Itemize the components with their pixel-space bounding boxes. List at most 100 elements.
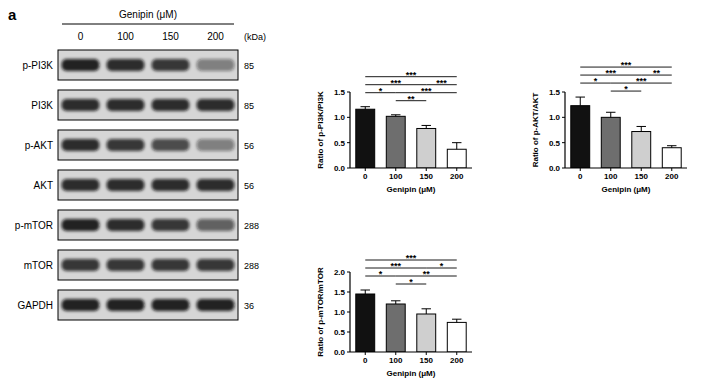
- error-line: [426, 309, 427, 314]
- band: [107, 179, 145, 191]
- y-axis: [349, 92, 350, 168]
- y-tick-label: 0.5: [334, 139, 346, 148]
- y-axis-label: Ratio of p-PI3K/PI3K: [316, 91, 325, 169]
- error-bar: [452, 143, 461, 150]
- kda-label: 85: [244, 61, 254, 71]
- significance-label: ***: [390, 261, 401, 271]
- error-bar: [576, 97, 585, 106]
- panel-label: a: [8, 6, 17, 23]
- lane-label: 150: [162, 31, 179, 42]
- y-tick: [562, 142, 565, 143]
- bar: [447, 149, 466, 168]
- significance-label: **: [423, 269, 431, 279]
- bar: [417, 128, 436, 168]
- band: [152, 59, 190, 71]
- y-tick: [347, 292, 350, 293]
- blot-strip: [58, 250, 238, 280]
- band: [107, 139, 145, 151]
- error-bar: [452, 319, 461, 322]
- error-bar: [361, 107, 370, 110]
- y-tick-label: 0.5: [334, 328, 346, 337]
- x-axis: [350, 351, 472, 352]
- y-tick: [347, 168, 350, 169]
- band: [197, 259, 235, 271]
- band: [152, 299, 190, 311]
- x-tick: [426, 352, 427, 355]
- x-tick: [580, 168, 581, 171]
- y-tick: [347, 332, 350, 333]
- significance-label: ***: [436, 78, 447, 88]
- significance-label: **: [653, 68, 661, 78]
- error-line: [580, 97, 581, 106]
- treatment-line: [62, 24, 234, 25]
- blot: Genipin (μM)0100150200(kDa)p-PI3K85PI3K8…: [15, 9, 266, 320]
- band: [152, 259, 190, 271]
- significance-label: *: [440, 261, 444, 271]
- y-axis-label: Ratio of p-AKT/AKT: [531, 93, 540, 168]
- x-tick-label: 100: [389, 172, 403, 181]
- blot-strip: [58, 130, 238, 160]
- error-cap: [361, 290, 370, 291]
- x-tick: [610, 168, 611, 171]
- band: [197, 219, 235, 231]
- y-tick-label: 2.0: [334, 268, 346, 277]
- row-label: p-mTOR: [15, 220, 53, 231]
- blot-strip: [58, 170, 238, 200]
- band: [107, 299, 145, 311]
- y-tick: [562, 168, 565, 169]
- error-cap: [422, 308, 431, 309]
- band: [152, 219, 190, 231]
- x-tick: [671, 168, 672, 171]
- x-tick-label: 200: [665, 172, 679, 181]
- band: [62, 179, 100, 191]
- significance-label: *: [624, 84, 628, 94]
- y-tick-label: 1.5: [334, 88, 346, 97]
- lane-label: 100: [117, 31, 134, 42]
- x-tick-label: 0: [578, 172, 583, 181]
- error-bar: [422, 125, 431, 128]
- y-tick-label: 1.5: [549, 88, 561, 97]
- x-axis-label: Genipin (μM): [387, 185, 436, 194]
- kda-label: 288: [244, 221, 259, 231]
- x-tick-label: 200: [450, 356, 464, 365]
- bar: [571, 106, 590, 168]
- kda-label: 36: [244, 301, 254, 311]
- x-tick: [395, 168, 396, 171]
- x-tick: [365, 168, 366, 171]
- band: [197, 139, 235, 151]
- bars: [356, 290, 466, 352]
- error-cap: [606, 112, 615, 113]
- bar: [447, 322, 466, 352]
- y-tick: [347, 142, 350, 143]
- significance-label: ***: [406, 70, 417, 80]
- y-tick: [347, 117, 350, 118]
- y-tick: [347, 312, 350, 313]
- error-cap: [637, 126, 646, 127]
- row-label: PI3K: [31, 100, 53, 111]
- unit-label: (kDa): [244, 32, 266, 42]
- significance-label: ***: [406, 253, 417, 263]
- bar: [386, 116, 405, 168]
- band: [197, 99, 235, 111]
- error-bar: [391, 301, 400, 304]
- significance-label: ***: [421, 86, 432, 96]
- blot-strip: [58, 210, 238, 240]
- significance-label: *: [409, 277, 413, 287]
- significance-label: ***: [390, 78, 401, 88]
- significance-label: ***: [636, 76, 647, 86]
- x-tick-label: 200: [450, 172, 464, 181]
- significance-label: *: [379, 269, 383, 279]
- x-tick-label: 150: [420, 172, 434, 181]
- x-tick-label: 150: [420, 356, 434, 365]
- error-cap: [422, 125, 431, 126]
- x-tick-label: 100: [389, 356, 403, 365]
- bar: [632, 132, 651, 168]
- significance: ***************: [365, 70, 457, 104]
- y-tick: [347, 92, 350, 93]
- error-cap: [361, 106, 370, 107]
- bars: [356, 107, 466, 168]
- band: [197, 59, 235, 71]
- band: [62, 219, 100, 231]
- bar: [601, 117, 620, 168]
- significance-label: ***: [621, 60, 632, 70]
